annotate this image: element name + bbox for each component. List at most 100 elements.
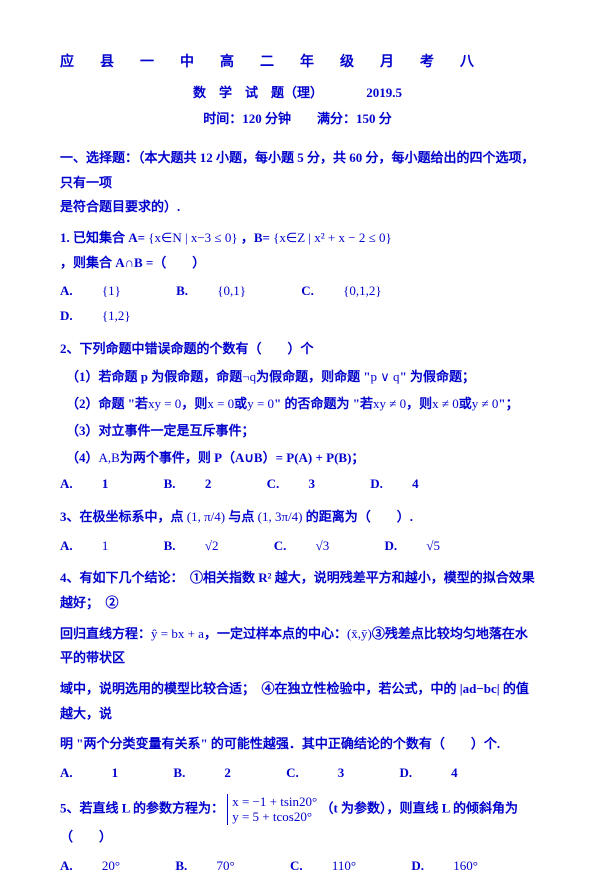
q3: 3、在极坐标系中，点 (1, π/4) 与点 (1, 3π/4) 的距离为（ ）… [60, 505, 535, 530]
q3-lc: C. [274, 534, 287, 559]
q2s4b: A,B [99, 450, 120, 465]
q4-d: 4 [451, 761, 458, 786]
q1-lc: C. [301, 279, 314, 304]
q1-b: {0,1} [217, 279, 246, 304]
q4l2b: ŷ = bx + a [151, 626, 204, 641]
school-line: 应 县 一 中 高 二 年 级 月 考 八 [60, 50, 535, 77]
q2s2e: 或 [234, 396, 247, 411]
sec1-l1: 一、选择题：（本大题共 12 小题，每小题 5 分，共 60 分，每小题给出的四… [60, 150, 535, 190]
q2-a: 1 [102, 472, 109, 497]
time-line: 时间：120 分钟 满分：150 分 [60, 107, 535, 132]
q5-b: 70° [217, 854, 235, 878]
q2-b: 2 [205, 472, 212, 497]
q2s2k: 或 [459, 396, 472, 411]
q1-setB: {x∈Z | x² + x − 2 ≤ 0} [273, 230, 392, 245]
q4l3a: 域中，说明选用的模型比较合适； ④在独立性检验中，若公式 [60, 681, 418, 696]
q4-l1: 4、有如下几个结论： ①相关指数 R² 越大，说明残差平方和越小，模型的拟合效果… [60, 566, 535, 615]
q2-stem: 2、下列命题中错误命题的个数有（ ）个 [60, 337, 535, 362]
q2-d: 4 [412, 472, 419, 497]
q2s2a: （2）命题 "若 [66, 396, 148, 411]
q2-s3: （3）对立事件一定是互斥事件； [66, 419, 535, 444]
q2-ld: D. [370, 472, 383, 497]
q2s2d: x = 0 [207, 396, 234, 411]
q1-pre: 1. 已知集合 A= [60, 230, 145, 245]
q2s2g: " 的否命题为 "若 [274, 396, 373, 411]
q4l2c: ，一定过样本点的中心： [204, 626, 347, 641]
q1-d: {1,2} [102, 304, 131, 329]
q3-lb: B. [164, 534, 176, 559]
q5-lc: C. [290, 854, 303, 878]
q2s2c: ，则 [181, 396, 207, 411]
q2s2m: "； [498, 396, 518, 411]
q2-s1: （1）若命题 p 为假命题，命题¬q为假命题，则命题 "p ∨ q" 为假命题； [66, 365, 535, 390]
q2-c: 3 [308, 472, 315, 497]
q1-la: A. [60, 279, 73, 304]
q4-a: 1 [112, 761, 119, 786]
q3-b: √2 [205, 534, 219, 559]
q2-la: A. [60, 472, 73, 497]
q4-ld: D. [400, 761, 413, 786]
q2s2j: x ≠ 0 [432, 396, 459, 411]
exam-page: 应 县 一 中 高 二 年 级 月 考 八 数 学 试 题（理） 2019.5 … [0, 0, 595, 842]
q4-lb: B. [173, 761, 185, 786]
q1-lb: B. [176, 279, 188, 304]
q2s2f: y = 0 [247, 396, 274, 411]
q5-eq: x = −1 + tsin20° y = 5 + tcos20° [227, 794, 317, 825]
q5-d: 160° [453, 854, 478, 878]
q3-end: 的距离为（ ）. [306, 509, 413, 524]
q5: 5、若直线 L 的参数方程为： x = −1 + tsin20° y = 5 +… [60, 794, 535, 850]
sec1-l2: 是符合题目要求的）. [60, 199, 180, 214]
q2s2l: y ≠ 0 [472, 396, 499, 411]
q5-ld: D. [411, 854, 424, 878]
q3-c: √3 [316, 534, 330, 559]
date: 2019.5 [366, 85, 402, 100]
q3-p1: (1, π/4) [187, 509, 225, 524]
q2-lb: B. [164, 472, 176, 497]
q4l2d: (x̄,ȳ) [347, 626, 372, 641]
q2s1e: " 为假命题； [400, 369, 475, 384]
q4-la: A. [60, 761, 73, 786]
q5-pre: 5、若直线 L 的参数方程为： [60, 800, 224, 815]
q3-ld: D. [384, 534, 397, 559]
subject: 数 学 试 题（理） [193, 85, 323, 100]
q2-s2: （2）命题 "若xy = 0，则x = 0或y = 0" 的否命题为 "若xy … [66, 392, 535, 417]
q2s2h: xy ≠ 0 [373, 396, 406, 411]
q4-l3: 域中，说明选用的模型比较合适； ④在独立性检验中，若公式，中的 |ad−bc| … [60, 677, 535, 726]
q5-la: A. [60, 854, 73, 878]
q3-pre: 3、在极坐标系中，点 [60, 509, 184, 524]
q1-opts: A. {1} B. {0,1} C. {0,1,2} D. {1,2} [60, 279, 535, 328]
q1-setA: {x∈N | x−3 ≤ 0} [148, 230, 237, 245]
q3-a: 1 [102, 534, 109, 559]
subject-line: 数 学 试 题（理） 2019.5 [60, 81, 535, 106]
q1-c: {0,1,2} [343, 279, 381, 304]
q3-la: A. [60, 534, 73, 559]
q4-l2: 回归直线方程：ŷ = bx + a，一定过样本点的中心：(x̄,ȳ)③残差点比较… [60, 622, 535, 671]
q2s2i: ，则 [406, 396, 432, 411]
q4-opts: A. 1 B. 2 C. 3 D. 4 [60, 761, 535, 786]
q4-c: 3 [338, 761, 345, 786]
q2s1b: ¬q [242, 369, 256, 384]
q1-ld: D. [60, 304, 73, 329]
q5-e1: x = −1 + tsin20° [232, 794, 317, 809]
q1-a: {1} [102, 279, 121, 304]
q2s1a: （1）若命题 p 为假命题，命题 [66, 369, 242, 384]
q5-a: 20° [102, 854, 120, 878]
q1: 1. 已知集合 A= {x∈N | x−3 ≤ 0} ，B= {x∈Z | x²… [60, 226, 535, 275]
q2s4c: 为两个事件，则 P（A∪B）= P(A) + P(B)； [120, 450, 365, 465]
q2s2b: xy = 0 [148, 396, 181, 411]
q1-end: ，则集合 A∩B =（ ） [60, 255, 205, 270]
q3-d: √5 [426, 534, 440, 559]
q4-lc: C. [286, 761, 299, 786]
q5-c: 110° [332, 854, 356, 878]
q2-s4: （4）A,B为两个事件，则 P（A∪B）= P(A) + P(B)； [66, 446, 535, 471]
q5-opts: A. 20° B. 70° C. 110° D. 160° [60, 854, 535, 878]
q5-e2: y = 5 + tcos20° [232, 809, 312, 824]
q4-l4: 明 "两个分类变量有关系" 的可能性越强．其中正确结论的个数有（ ）个. [60, 732, 535, 757]
q4-b: 2 [224, 761, 231, 786]
section-1-title: 一、选择题：（本大题共 12 小题，每小题 5 分，共 60 分，每小题给出的四… [60, 146, 535, 220]
q2-lc: C. [267, 472, 280, 497]
q3-opts: A. 1 B. √2 C. √3 D. √5 [60, 534, 535, 559]
q2s1c: 为假命题，则命题 " [256, 369, 370, 384]
q4l2a: 回归直线方程： [60, 626, 151, 641]
q2-opts: A. 1 B. 2 C. 3 D. 4 [60, 472, 535, 497]
